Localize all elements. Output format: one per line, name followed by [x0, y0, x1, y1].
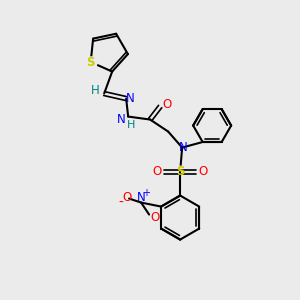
Text: H: H [127, 120, 135, 130]
Text: O: O [163, 98, 172, 111]
Text: N: N [126, 92, 134, 105]
Text: S: S [86, 56, 95, 68]
Text: +: + [142, 188, 150, 198]
Text: O: O [151, 211, 160, 224]
Text: N: N [117, 113, 125, 126]
Text: N: N [137, 191, 146, 204]
Text: O: O [152, 165, 162, 178]
Text: H: H [91, 84, 100, 97]
Text: S: S [176, 165, 184, 178]
Text: O: O [122, 191, 132, 204]
Text: O: O [199, 165, 208, 178]
Text: -: - [119, 196, 124, 210]
Text: N: N [179, 141, 188, 154]
